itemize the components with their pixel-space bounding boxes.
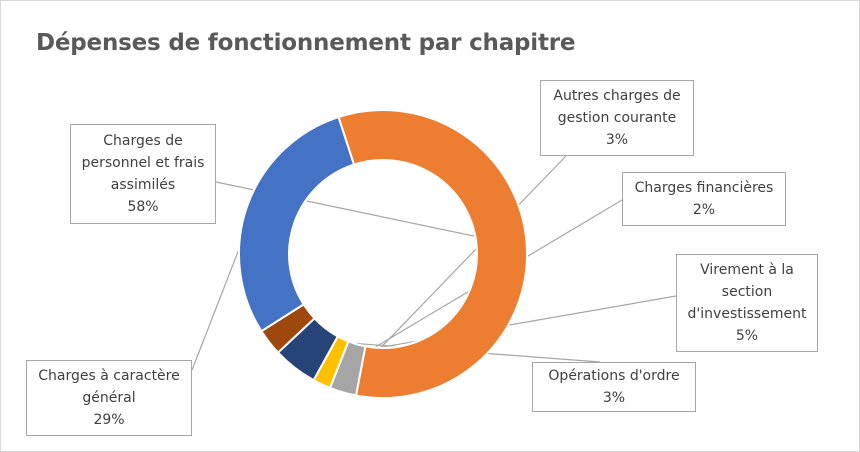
label-personnel-line3: assimilés xyxy=(110,177,176,193)
slice-charges-a-caractere-general xyxy=(238,115,356,333)
label-general-line2: général xyxy=(82,390,136,406)
label-autres-charges: Autres charges de gestion courante 3% xyxy=(540,80,694,156)
label-virement-line1: Virement à la xyxy=(700,262,794,278)
label-autres-percent: 3% xyxy=(605,132,629,148)
label-general-line1: Charges à caractère xyxy=(38,368,180,384)
label-charges-financieres: Charges financières 2% xyxy=(622,172,786,226)
label-personnel: Charges de personnel et frais assimilés … xyxy=(70,124,216,224)
label-virement-percent: 5% xyxy=(735,328,759,344)
chart-title: Dépenses de fonctionnement par chapitre xyxy=(36,30,576,56)
label-operations-ordre: Opérations d'ordre 3% xyxy=(532,362,696,412)
leader-line-autres-charges-de-gestion-courante xyxy=(344,155,567,386)
label-financieres-percent: 2% xyxy=(692,202,716,218)
label-ordre-line1: Opérations d'ordre xyxy=(548,368,680,384)
label-charges-general: Charges à caractère général 29% xyxy=(26,360,192,436)
label-virement: Virement à la section d'investissement 5… xyxy=(676,254,818,352)
label-ordre-percent: 3% xyxy=(602,390,626,406)
label-personnel-line2: personnel et frais xyxy=(81,155,205,171)
label-autres-line2: gestion courante xyxy=(557,110,677,126)
label-virement-line2: section xyxy=(721,284,773,300)
slice-charges-de-personnel-et-frais-assimiles xyxy=(337,109,528,399)
doughnut-slices xyxy=(238,109,528,399)
label-virement-line3: d'investissement xyxy=(687,306,807,322)
label-personnel-line1: Charges de xyxy=(103,133,183,149)
label-autres-line1: Autres charges de xyxy=(553,88,681,104)
label-financieres-line1: Charges financières xyxy=(634,180,774,196)
label-general-percent: 29% xyxy=(93,412,125,428)
label-personnel-percent: 58% xyxy=(127,199,159,215)
